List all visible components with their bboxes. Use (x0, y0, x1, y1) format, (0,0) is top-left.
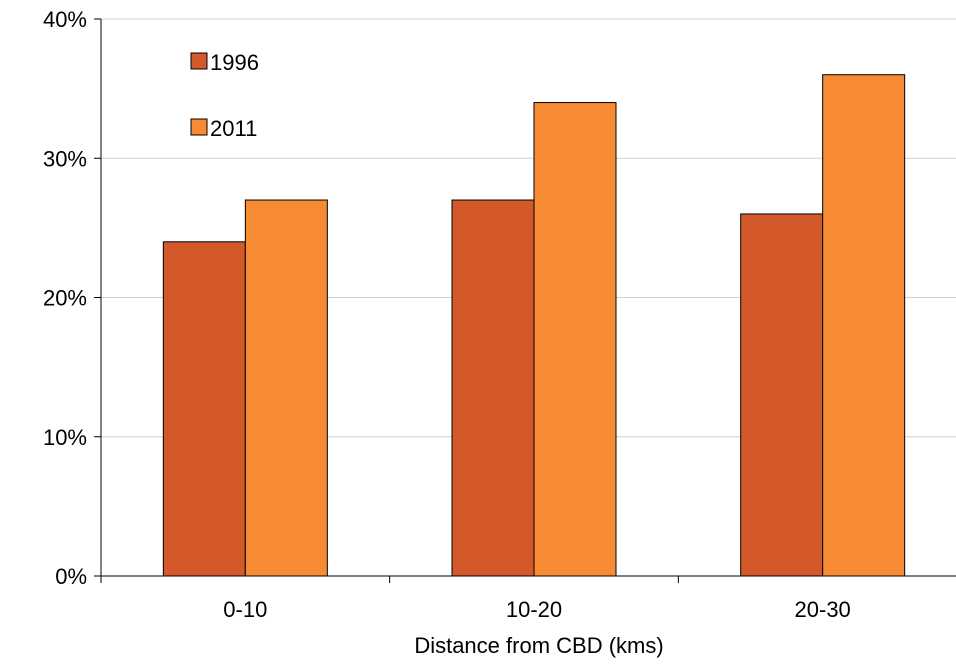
bar-2011-10-20 (533, 102, 617, 577)
y-tick-label: 20% (43, 286, 87, 311)
x-axis-ticks: 0-10 10-20 20-30 (100, 576, 851, 622)
legend-label-2011: 2011 (210, 116, 257, 141)
bars (162, 74, 906, 577)
bar-1996-20-30 (740, 213, 824, 577)
x-axis-title: Distance from CBD (kms) (414, 633, 663, 658)
legend-label-1996: 1996 (210, 50, 259, 75)
legend-swatch-2011 (190, 118, 208, 136)
y-tick-label: 10% (43, 425, 87, 450)
bar-2011-0-10 (244, 199, 328, 577)
y-tick-label: 40% (43, 7, 87, 32)
bar-1996-0-10 (162, 241, 246, 577)
x-tick-label: 10-20 (506, 597, 562, 622)
x-tick-label: 20-30 (795, 597, 851, 622)
x-tick-label: 0-10 (223, 597, 267, 622)
legend-swatch-1996 (190, 52, 208, 70)
legend: 1996 2011 (190, 50, 259, 141)
y-tick-label: 0% (55, 564, 87, 589)
bar-1996-10-20 (451, 199, 535, 577)
y-axis-ticks: 0% 10% 20% 30% 40% (43, 7, 101, 589)
y-tick-label: 30% (43, 146, 87, 171)
bar-2011-20-30 (822, 74, 906, 577)
